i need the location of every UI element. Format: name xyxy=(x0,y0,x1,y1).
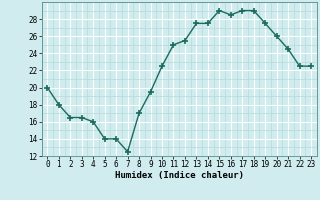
X-axis label: Humidex (Indice chaleur): Humidex (Indice chaleur) xyxy=(115,171,244,180)
